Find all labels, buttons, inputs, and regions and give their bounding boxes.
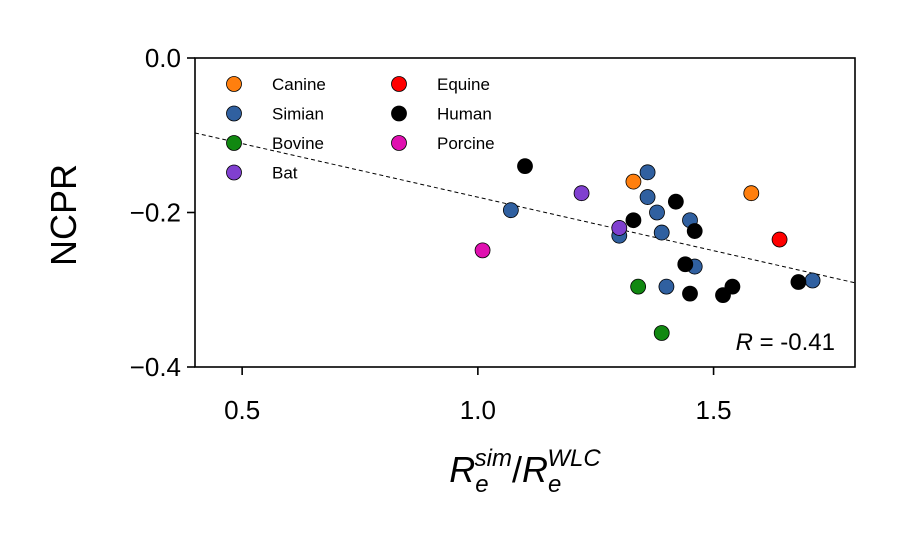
y-tick-label: 0.0 (145, 43, 181, 73)
x-label-base: R (449, 449, 475, 490)
legend-item-canine: Canine (226, 75, 326, 94)
data-point-simian (658, 278, 675, 295)
legend-item-simian: Simian (226, 105, 324, 124)
legend-item-human: Human (391, 105, 492, 124)
data-point-bovine (653, 325, 670, 341)
legend-marker (391, 76, 407, 92)
x-label-base2: R (522, 449, 548, 490)
data-point-human (686, 223, 703, 239)
legend-marker (226, 76, 242, 92)
fit-line-layer (195, 132, 855, 284)
correlation-label: R (736, 329, 753, 356)
data-point-human (677, 256, 694, 273)
x-axis-label: Resim/ReWLC (449, 445, 601, 498)
data-point-simian (653, 224, 670, 241)
legend-item-bovine: Bovine (226, 134, 324, 153)
data-point-simian (502, 202, 519, 219)
legend-label: Equine (437, 75, 490, 94)
correlation-value: = -0.41 (753, 329, 835, 356)
legend-item-equine: Equine (391, 75, 490, 94)
data-point-bat (611, 220, 628, 236)
series-simian (502, 164, 821, 295)
legend-marker (226, 135, 242, 151)
y-tick-label: −0.4 (130, 352, 181, 382)
legend-label: Human (437, 105, 492, 124)
y-axis-label: NCPR (43, 164, 84, 266)
legend-label: Canine (272, 75, 326, 94)
legend-marker (391, 105, 407, 122)
data-point-simian (649, 204, 665, 221)
legend-marker (391, 135, 407, 151)
data-point-simian (639, 164, 656, 181)
data-point-bovine (630, 278, 647, 295)
series-equine (771, 231, 788, 248)
correlation-annotation: R = -0.41 (736, 329, 835, 356)
legend-label: Bovine (272, 134, 324, 153)
legend-marker (226, 164, 242, 181)
x-tick-label: 1.5 (695, 395, 731, 425)
series-bovine (630, 278, 670, 341)
data-point-human (724, 278, 741, 295)
data-point-canine (625, 173, 642, 190)
data-point-human (682, 285, 698, 302)
legend: Canine Simian Bovine Bat Equine Human Porcine (226, 75, 495, 183)
fit-line (195, 132, 855, 284)
data-point-porcine (474, 242, 491, 259)
data-point-human (517, 158, 533, 175)
data-point-bat (573, 185, 590, 202)
data-points (474, 158, 821, 341)
x-label-sub2: e (548, 471, 561, 498)
legend-item-bat: Bat (226, 164, 298, 183)
data-point-human (625, 212, 642, 229)
series-human (517, 158, 807, 304)
data-point-human (667, 193, 684, 210)
series-porcine (474, 242, 491, 259)
x-tick-label: 0.5 (224, 395, 260, 425)
y-tick-label: −0.2 (130, 198, 181, 228)
data-point-equine (771, 231, 788, 248)
data-point-canine (743, 185, 760, 202)
data-point-human (790, 274, 807, 290)
data-point-simian (639, 189, 656, 205)
series-bat (573, 185, 628, 236)
x-label-sup2: WLC (547, 445, 601, 472)
x-label-sup: sim (475, 445, 512, 472)
x-tick-label: 1.0 (460, 395, 496, 425)
legend-label: Porcine (437, 134, 495, 153)
x-label-sub: e (475, 471, 488, 498)
series-canine (625, 173, 760, 202)
legend-item-porcine: Porcine (391, 134, 495, 153)
legend-label: Simian (272, 105, 324, 124)
axis-ticks: 0.5 1.0 1.5 0.0 −0.2 −0.4 (130, 43, 732, 425)
legend-marker (226, 105, 242, 122)
x-label-separator: / (512, 449, 522, 490)
legend-label: Bat (272, 164, 298, 183)
data-point-simian (804, 272, 821, 289)
